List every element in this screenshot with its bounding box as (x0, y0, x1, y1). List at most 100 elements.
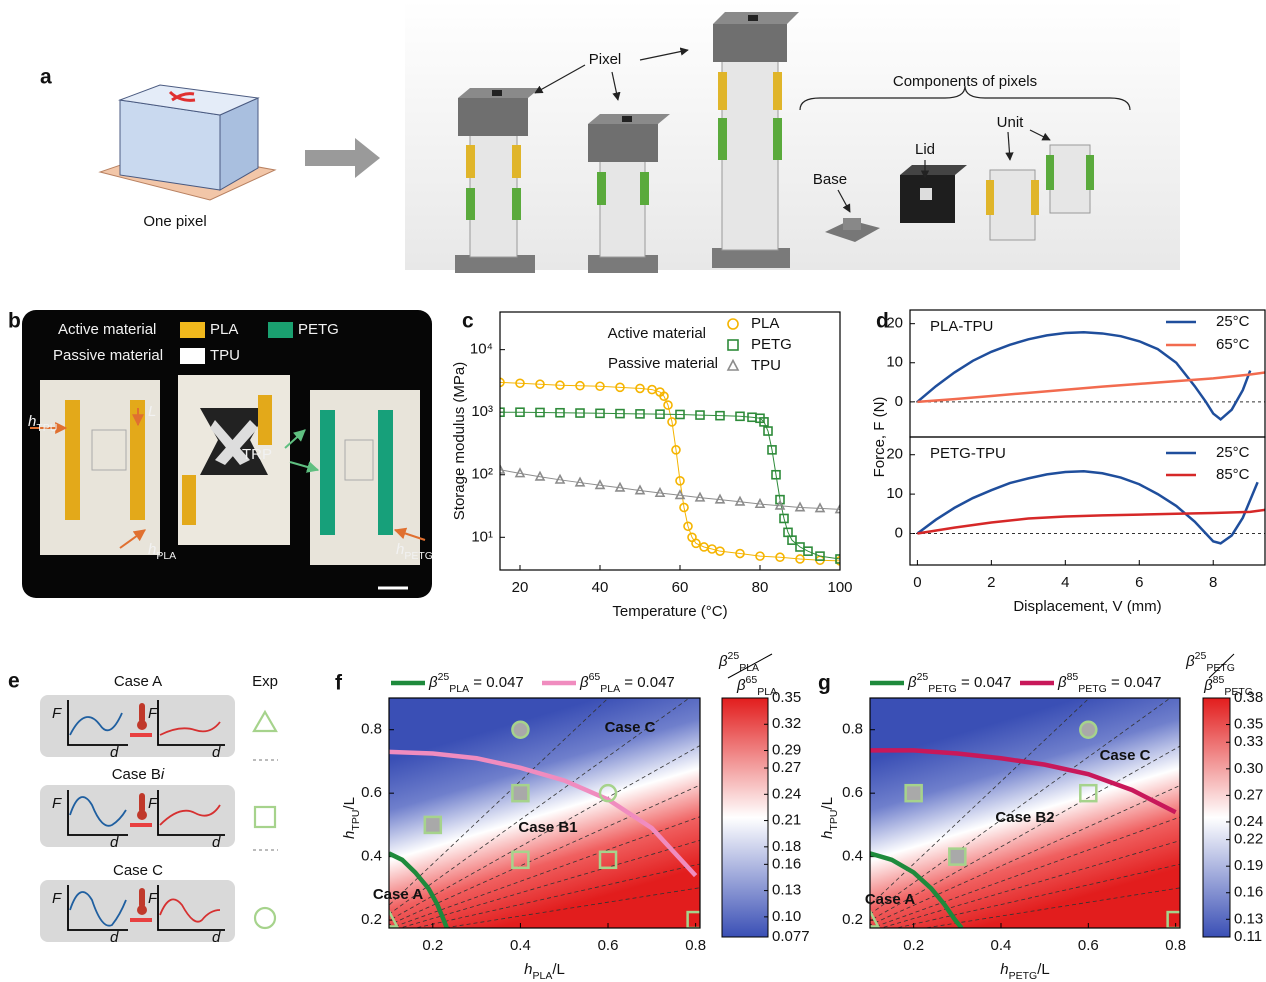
colorbar-label: β85PETG (1203, 674, 1253, 698)
axis-letter: F (148, 890, 158, 907)
legend-label: β25PETG = 0.047 (907, 671, 1012, 695)
y-axis-label: Force, F (N) (871, 397, 888, 478)
colorbar-label-part: β (736, 677, 746, 694)
plot (917, 471, 1265, 543)
legend-group: Active material (608, 325, 706, 342)
colorbar-label-part: 25 (1195, 650, 1207, 662)
box-front (120, 100, 220, 190)
y-tick-label: 0.6 (842, 784, 863, 801)
x-tick-label: 0.8 (685, 937, 706, 954)
y-tick-label: 20 (886, 315, 903, 332)
colorbar-label-part: PETG (1206, 662, 1235, 674)
series-line (500, 470, 840, 510)
y-axis-label-part: h (341, 831, 358, 839)
panel-b: Active material PLA PETG Passive materia… (22, 310, 432, 598)
colorbar-tick-label: 0.32 (772, 715, 801, 732)
colorbar-tick-label: 0.16 (772, 855, 801, 872)
colorbar-tick-label: 0.18 (772, 838, 801, 855)
x-tick-label: 0.8 (1165, 937, 1186, 954)
colorbar-label: β65PLA (736, 674, 777, 698)
x-tick-label: 100 (827, 579, 852, 596)
case-title-part: Case B (112, 766, 161, 783)
marker (728, 319, 738, 329)
legend-label-part: = 0.047 (469, 674, 524, 691)
colorbar-tick-label: 0.11 (1234, 928, 1262, 945)
label: TPU (210, 347, 240, 364)
x-tick-label: 20 (512, 579, 529, 596)
panel-a: One pixel Pixel Components of pixels Bas… (100, 0, 1180, 273)
x-axis-label: Temperature (°C) (612, 603, 727, 620)
marker (576, 478, 584, 486)
label-part: h (148, 541, 156, 558)
x-axis-label-part: /L (1037, 961, 1050, 978)
y-tick-label: 10 (886, 485, 903, 502)
x-tick-label: 2 (987, 574, 995, 591)
x-tick-label: 0.6 (598, 937, 619, 954)
colorbar-label-part: PLA (739, 662, 759, 674)
colorbar-tick-label: 0.29 (772, 741, 801, 758)
y-axis-label-part: /L (341, 797, 358, 810)
y-tick-label: 0.2 (842, 911, 863, 928)
panel-label: e (8, 670, 20, 693)
legend-label-part: PETG (928, 683, 957, 695)
label: One pixel (143, 213, 206, 230)
legend-label-part: β (428, 674, 438, 691)
plot (917, 332, 1265, 419)
marker (636, 486, 644, 494)
y-tick-label: 10⁴ (470, 341, 493, 358)
y-axis-label-part: TPU (350, 810, 362, 831)
legend-group: Passive material (608, 355, 718, 372)
label-part: h (396, 541, 404, 558)
x-tick-label: 0.4 (510, 937, 531, 954)
marker (536, 472, 544, 480)
x-tick-label: 0.2 (903, 937, 924, 954)
legend-label-part: 25 (917, 671, 929, 683)
marker (949, 849, 965, 865)
marker (425, 817, 441, 833)
x-tick-label: 0.4 (991, 937, 1012, 954)
marker (556, 475, 564, 483)
x-tick-label: 0.6 (1078, 937, 1099, 954)
marker (776, 501, 784, 509)
x-tick-label: 80 (752, 579, 769, 596)
marker (816, 504, 824, 512)
annotation: Case C (1100, 747, 1151, 764)
legend-label: 25°C (1216, 313, 1250, 330)
figure: One pixel Pixel Components of pixels Bas… (0, 0, 1266, 982)
annotation: Case C (605, 719, 656, 736)
label: L (148, 403, 156, 420)
label: PLA (210, 321, 238, 338)
case-title: Case Bi (112, 766, 165, 783)
panel-label: g (818, 672, 831, 695)
legend-label-part: PLA (449, 683, 469, 695)
axis-letter: d (212, 929, 221, 946)
colorbar-tick-label: 0.27 (1234, 786, 1263, 803)
label-part: PLA (156, 550, 176, 562)
panel-label: a (40, 66, 52, 89)
big-arrow (305, 138, 380, 178)
y-tick-label: 20 (886, 446, 903, 463)
colorbar-tick-label: 0.13 (772, 882, 801, 899)
y-axis-label-part: TPU (828, 810, 840, 831)
label: Passive material (53, 347, 163, 364)
y-tick-label: 0 (895, 524, 903, 541)
y-axis-label: hTPU/L (341, 797, 362, 839)
label: Base (813, 171, 847, 188)
marker (512, 722, 528, 738)
label: TRP (242, 446, 272, 463)
marker (676, 491, 684, 499)
legend-label: β25PLA = 0.047 (428, 671, 524, 695)
legend-label: β65PLA = 0.047 (579, 671, 675, 695)
label: PETG (298, 321, 339, 338)
case-title: Case A (114, 673, 162, 690)
x-tick-label: 60 (672, 579, 689, 596)
x-tick-label: 0 (913, 574, 921, 591)
label: Active material (58, 321, 156, 338)
axis-letter: d (110, 834, 119, 851)
colorbar-tick-label: 0.077 (772, 928, 810, 945)
label: Exp (252, 673, 278, 690)
annotation: Case A (865, 891, 915, 908)
y-tick-label: 10³ (471, 403, 493, 420)
legend-label-part: PETG (1078, 683, 1107, 695)
x-axis-label: Displacement, V (mm) (1013, 598, 1161, 615)
